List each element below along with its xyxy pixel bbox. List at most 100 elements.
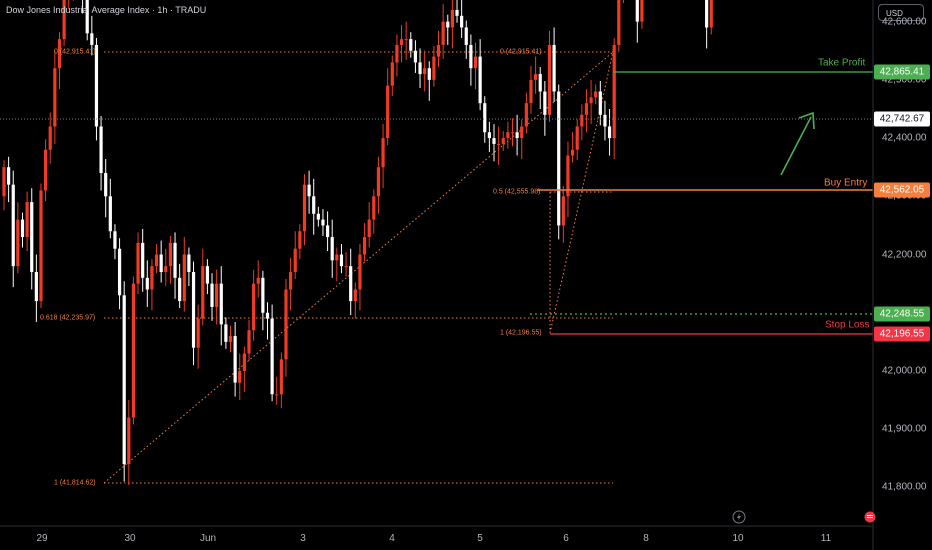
candle-body	[205, 266, 209, 284]
candle-body	[293, 248, 297, 272]
candle-body	[173, 242, 177, 278]
candle-body	[381, 138, 385, 168]
candle-body	[307, 184, 311, 197]
candle-body	[284, 289, 288, 360]
current-price-tag: 42,742.67	[874, 111, 930, 127]
candle-body	[265, 312, 270, 319]
candle-body	[191, 271, 196, 348]
currency-button[interactable]: USD	[878, 4, 924, 21]
stop-loss-label: Stop Loss	[825, 319, 870, 331]
fib-label-1-left: 1 (41,814.62)	[54, 479, 96, 487]
candle-body	[270, 318, 274, 395]
candle-body	[358, 254, 362, 290]
candle-body	[386, 85, 390, 139]
candle-body	[427, 68, 431, 80]
candle-body	[154, 254, 159, 267]
candle-body	[547, 44, 552, 115]
candle-body	[450, 10, 454, 28]
time-tick: 5	[477, 533, 483, 544]
candle-body	[321, 219, 325, 226]
time-tick: 4	[389, 533, 395, 544]
candle-body	[399, 39, 404, 45]
flag-icon[interactable]	[864, 511, 876, 523]
candle-body	[603, 114, 607, 127]
candle-body	[261, 277, 265, 313]
fib-label-0-right: 0 (42,915.41)	[500, 48, 542, 56]
candle-body	[25, 202, 29, 238]
candle-body	[538, 74, 542, 92]
candle-body	[483, 103, 487, 133]
lightning-icon[interactable]	[732, 510, 746, 524]
fib-label-05: 0.5 (42,555.98)	[493, 188, 541, 196]
candle-body	[520, 126, 524, 139]
candle-body	[705, 0, 709, 28]
level-price-tag: 42,248.55	[874, 306, 930, 322]
candle-body	[575, 126, 579, 150]
candle-body	[436, 44, 441, 57]
stop-loss-price-tag: 42,196.55	[874, 326, 930, 342]
time-tick: Jun	[199, 533, 217, 544]
candle-body	[122, 295, 126, 465]
candle-body	[219, 283, 223, 325]
candle-body	[34, 271, 38, 302]
candle-body	[543, 91, 547, 115]
candle-body	[178, 277, 182, 302]
take-profit-price-tag: 42,865.41	[874, 64, 930, 80]
candle-body	[113, 231, 117, 249]
candle-body	[464, 27, 468, 45]
candle-body	[409, 39, 413, 51]
candle-body	[117, 248, 122, 296]
candle-body	[524, 103, 528, 127]
price-tick: 41,900.00	[882, 423, 927, 435]
candle-body	[233, 336, 237, 383]
candle-body	[164, 266, 168, 272]
price-tick: 41,800.00	[882, 481, 927, 493]
candle-body	[30, 202, 34, 272]
candle-body	[210, 283, 214, 307]
candle-body	[242, 353, 246, 371]
candle-body	[2, 167, 6, 197]
candle-body	[201, 266, 205, 319]
candle-body	[469, 44, 473, 69]
candle-body	[228, 336, 233, 342]
fib-label-0-left: 0 (42,915.41)	[54, 48, 96, 56]
candle-body	[90, 33, 94, 45]
candle-body	[182, 254, 186, 302]
level-lines	[0, 71, 873, 335]
candle-body	[127, 417, 131, 465]
candle-body	[584, 103, 589, 115]
candle-body	[515, 132, 519, 139]
price-tick: 42,000.00	[882, 365, 927, 377]
candle-body	[607, 126, 612, 139]
candle-body	[617, 0, 621, 45]
candles	[2, 0, 713, 486]
candle-body	[289, 271, 293, 290]
candle-body	[418, 62, 422, 75]
candle-body	[570, 149, 575, 156]
candle-body	[44, 149, 48, 191]
candle-body	[395, 44, 399, 63]
candle-body	[215, 283, 219, 307]
candle-body	[344, 266, 348, 268]
candle-body	[224, 324, 228, 342]
candle-body	[302, 184, 307, 232]
buy-entry-price-tag: 42,562.05	[874, 182, 930, 198]
buy-entry-label: Buy Entry	[824, 177, 868, 189]
candle-body	[460, 15, 464, 28]
candle-body	[709, 0, 713, 28]
candle-body	[580, 114, 584, 127]
up-arrow-icon	[780, 116, 812, 176]
candle-body	[353, 289, 357, 302]
time-tick: 11	[820, 533, 832, 544]
candle-body	[16, 219, 20, 267]
price-tick: 42,400.00	[882, 132, 927, 144]
candle-body	[187, 254, 191, 272]
time-tick: 6	[563, 533, 569, 544]
candle-body	[136, 242, 140, 284]
candle-body	[404, 39, 408, 41]
time-tick: 8	[643, 533, 649, 544]
candle-body	[279, 359, 283, 395]
candle-body	[335, 254, 339, 261]
candle-body	[473, 56, 478, 69]
